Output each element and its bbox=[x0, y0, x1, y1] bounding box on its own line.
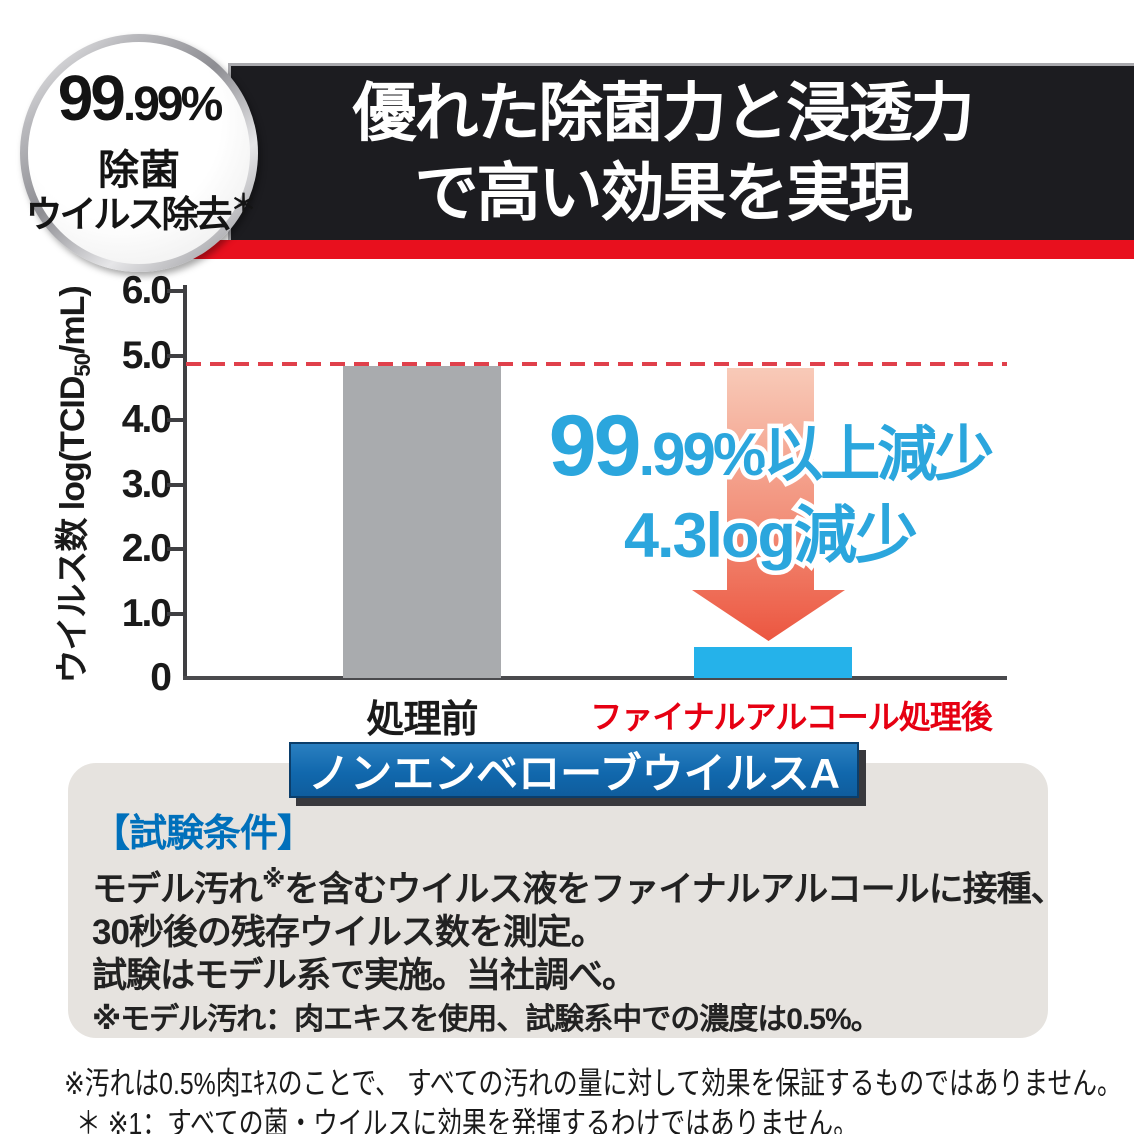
category-label-before: 処理前 bbox=[366, 699, 478, 741]
y-axis-tick bbox=[167, 354, 183, 358]
annotation-log-decrease: 4.3log減少 bbox=[619, 497, 922, 576]
red-accent-stripe bbox=[188, 240, 1134, 259]
y-axis-tick bbox=[167, 612, 183, 616]
test-conditions-content: 【試験条件】 モデル汚れ※を含むウイルス液をファイナルアルコールに接種、 30秒… bbox=[92, 810, 1066, 1043]
annotation-percent-decrease: 99.99%以上減少 bbox=[544, 394, 998, 499]
test-conditions-line3: 試験はモデル系で実施。当社調べ。 bbox=[92, 956, 637, 995]
decrease-arrow bbox=[692, 368, 845, 641]
y-tick-label-2: 2.0 bbox=[121, 527, 172, 570]
virus-type-banner: ノンエンベローブウイルスA bbox=[289, 742, 859, 798]
badge-line3: ウイルス除去＊ bbox=[25, 188, 257, 235]
test-conditions-line2: 30秒後の残存ウイルス数を測定。 bbox=[92, 913, 606, 952]
y-tick-label-3: 3.0 bbox=[121, 463, 172, 506]
y-axis-tick bbox=[167, 289, 183, 293]
headline-line1: 優れた除菌力と浸透力 bbox=[352, 77, 975, 149]
test-conditions-note: ※モデル汚れ：肉エキスを使用、試験系中での濃度は0.5%。 bbox=[92, 1003, 881, 1036]
y-axis bbox=[183, 285, 187, 680]
y-tick-label-0: 0 bbox=[150, 656, 172, 699]
y-tick-label-5: 5.0 bbox=[121, 334, 172, 377]
footnote-1: ※汚れは0.5%肉ｴｷｽのことで、 すべての汚れの量に対して効果を保証するもので… bbox=[64, 1066, 1122, 1101]
y-tick-label-4: 4.0 bbox=[121, 398, 172, 441]
badge-line2: 除菌 bbox=[98, 146, 180, 193]
y-axis-tick bbox=[167, 483, 183, 487]
y-axis-tick bbox=[167, 418, 183, 422]
badge-asterisk: ＊ bbox=[230, 188, 257, 219]
footnote-2: ＊ ※1：すべての菌・ウイルスに効果を発揮するわけではありません。 bbox=[76, 1106, 858, 1134]
percent-badge-face: 99.99% 除菌 ウイルス除去＊ bbox=[25, 42, 257, 264]
badge-percent: 99.99% bbox=[57, 61, 224, 134]
x-axis bbox=[183, 676, 1007, 680]
test-conditions-line1: モデル汚れ※を含むウイルス液をファイナルアルコールに接種、 bbox=[92, 866, 1066, 909]
test-conditions-heading: 【試験条件】 bbox=[92, 813, 315, 855]
y-tick-label-6: 6.0 bbox=[121, 269, 172, 312]
test-conditions-box bbox=[68, 763, 1048, 1038]
headline-line2: で高い効果を実現 bbox=[414, 157, 913, 229]
bar-before-treatment bbox=[343, 366, 501, 678]
reference-dashed-line bbox=[186, 362, 1007, 366]
y-tick-label-1: 1.0 bbox=[121, 592, 172, 635]
bar-after-treatment bbox=[694, 647, 852, 678]
category-label-after: ファイナルアルコール処理後 bbox=[590, 699, 992, 735]
virus-type-label: ノンエンベローブウイルスA bbox=[308, 749, 840, 797]
y-axis-tick bbox=[167, 547, 183, 551]
y-axis-title: ウイルス数 log(TCID50/mL) bbox=[54, 286, 95, 684]
reference-mark: ※ bbox=[262, 866, 285, 893]
headline-banner: 優れた除菌力と浸透力 で高い効果を実現 bbox=[228, 63, 1134, 240]
percent-badge: 99.99% 除菌 ウイルス除去＊ bbox=[20, 34, 258, 272]
